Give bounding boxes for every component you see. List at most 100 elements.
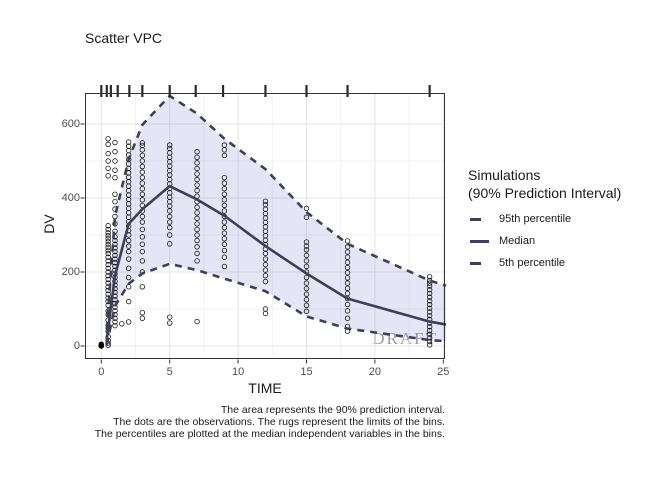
observation-point xyxy=(262,201,269,208)
observation-point xyxy=(344,264,351,271)
observation-point xyxy=(125,256,132,262)
observation-point xyxy=(194,210,200,216)
observation-point xyxy=(139,197,146,203)
observation-point xyxy=(194,258,200,264)
observation-point xyxy=(105,158,111,164)
observation-point xyxy=(303,243,310,249)
observation-point xyxy=(221,241,228,247)
legend-title: Simulations (90% Prediction Interval) xyxy=(468,166,621,202)
observation-point xyxy=(426,335,433,341)
observation-point xyxy=(112,167,118,173)
observation-point xyxy=(139,142,146,149)
observation-point xyxy=(125,319,132,325)
observation-point xyxy=(139,152,146,159)
observation-point xyxy=(221,224,228,231)
observation-point xyxy=(303,297,310,303)
dashed-line-key-icon xyxy=(470,262,481,265)
observation-point xyxy=(426,294,433,300)
observation-point xyxy=(426,309,433,315)
observation-point xyxy=(221,235,228,242)
observation-point xyxy=(125,143,132,149)
observation-point xyxy=(166,314,173,320)
observation-point xyxy=(105,223,111,229)
5th-percentile-line xyxy=(105,262,447,345)
observation-point xyxy=(194,215,200,222)
observation-point xyxy=(105,235,111,242)
observation-point xyxy=(166,232,173,238)
observation-point xyxy=(303,308,310,314)
observation-point xyxy=(221,152,228,159)
plot-title: Scatter VPC xyxy=(85,30,163,46)
observation-point xyxy=(125,274,132,281)
observation-point xyxy=(139,186,146,192)
x-tick-label: 0 xyxy=(98,366,105,378)
observation-point xyxy=(194,232,200,238)
observation-point xyxy=(139,191,146,197)
observation-point xyxy=(194,182,200,188)
observation-point xyxy=(221,186,228,192)
x-tick-label: 15 xyxy=(300,366,313,378)
observation-point xyxy=(194,244,200,250)
observation-point xyxy=(125,139,132,145)
observation-point xyxy=(344,259,351,266)
observation-point xyxy=(221,263,228,270)
observation-point xyxy=(426,305,433,311)
observation-point xyxy=(426,301,433,308)
observation-point xyxy=(166,320,173,326)
observation-point xyxy=(105,230,111,236)
dashed-line-key-icon xyxy=(470,218,481,221)
observation-point xyxy=(166,213,173,220)
observation-point xyxy=(105,250,111,257)
observation-point xyxy=(125,265,132,271)
observation-point xyxy=(303,239,310,245)
observation-point xyxy=(139,169,146,175)
observation-point xyxy=(426,274,433,280)
observation-point xyxy=(139,174,146,181)
observation-point xyxy=(221,247,228,254)
observation-point xyxy=(303,291,310,297)
observation-point xyxy=(112,322,118,329)
x-tick-label: 20 xyxy=(368,366,382,378)
observation-point xyxy=(221,230,228,236)
observation-point xyxy=(105,241,111,248)
observation-point xyxy=(105,238,111,245)
observation-point xyxy=(125,147,132,154)
observation-point xyxy=(105,136,111,142)
observation-point xyxy=(139,213,146,220)
observation-point xyxy=(426,331,433,337)
observation-point xyxy=(105,261,111,268)
observation-point xyxy=(194,226,200,233)
observation-point xyxy=(303,280,310,286)
observation-point xyxy=(139,310,146,316)
observation-point xyxy=(194,221,200,227)
observation-point xyxy=(344,290,351,297)
observation-point xyxy=(344,308,351,314)
observation-point xyxy=(303,274,310,281)
observation-point xyxy=(112,198,118,205)
observation-point xyxy=(112,319,118,325)
observation-point xyxy=(139,180,146,186)
observation-point xyxy=(262,306,269,312)
observation-point xyxy=(303,258,310,264)
y-tick-label: 600 xyxy=(61,118,80,130)
observation-point xyxy=(426,287,433,293)
observation-point xyxy=(112,149,118,155)
observation-point xyxy=(221,254,228,260)
observation-point xyxy=(139,315,146,321)
solid-line-key-icon xyxy=(470,240,489,243)
observation-point xyxy=(139,284,146,290)
median-line xyxy=(105,184,447,340)
observation-point xyxy=(194,171,200,177)
observation-point xyxy=(98,341,104,347)
observation-point xyxy=(125,237,132,244)
observation-point xyxy=(112,237,118,244)
observation-point xyxy=(112,248,118,255)
panel-border xyxy=(85,93,445,359)
legend-item-label: Median xyxy=(499,235,536,247)
observation-point xyxy=(166,145,173,152)
observation-point xyxy=(105,254,111,260)
observation-point xyxy=(303,302,310,308)
observation-point xyxy=(194,187,200,194)
observation-point xyxy=(426,298,433,304)
observation-point xyxy=(105,141,111,148)
